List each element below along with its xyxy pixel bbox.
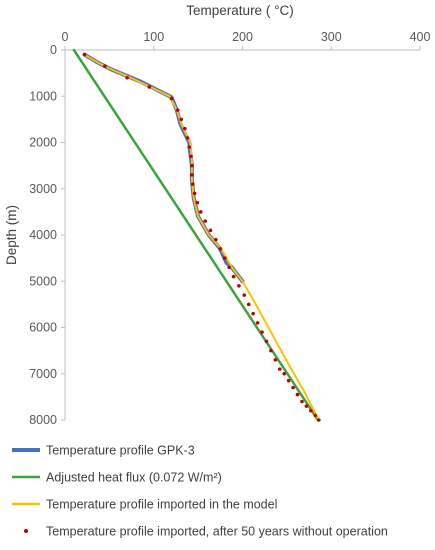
series-point-4: [82, 52, 87, 57]
x-tick-label: 200: [232, 30, 253, 44]
series-line-2: [72, 48, 320, 422]
y-tick-label: 8000: [29, 413, 57, 427]
series-point-4: [242, 293, 247, 297]
series-point-4: [300, 399, 304, 404]
legend-label: Temperature profile GPK-3: [46, 444, 195, 458]
series-point-4: [282, 371, 287, 376]
series-point-4: [208, 228, 213, 233]
series-point-4: [246, 302, 251, 307]
series-point-4: [195, 200, 200, 205]
series-point-4: [295, 392, 300, 397]
y-tick-label: 0: [50, 43, 57, 57]
plot-area: 0 100 200 300 400010002000300040005000600070…: [29, 30, 430, 427]
series-point-4: [125, 75, 129, 80]
y-tick-label: 6000: [29, 321, 57, 335]
series-point-4: [192, 191, 197, 196]
series-point-4: [273, 358, 278, 362]
series-point-4: [169, 96, 174, 101]
series-point-4: [187, 145, 192, 149]
series-point-4: [286, 378, 291, 383]
series-point-4: [269, 348, 273, 353]
series-point-4: [255, 321, 260, 325]
series-point-4: [227, 265, 231, 270]
series-point-4: [103, 64, 107, 68]
y-tick-label: 4000: [29, 228, 57, 242]
series-point-4: [185, 136, 190, 140]
legend: Temperature profile GPK-3 Adjusted heat f…: [12, 444, 388, 539]
legend-label: Temperature profile imported in the mode…: [46, 498, 277, 512]
series-point-4: [237, 284, 241, 288]
series-point-4: [190, 173, 194, 177]
series-point-4: [203, 219, 208, 223]
x-tick-label: 0: [62, 30, 69, 44]
series-point-4: [190, 163, 194, 168]
series-point-4: [191, 182, 195, 186]
y-tick-label: 1000: [29, 89, 57, 103]
x-tick-label: 300: [321, 30, 342, 44]
legend-label: Temperature profile imported, after 50 y…: [46, 525, 388, 539]
series-point-4: [198, 210, 203, 214]
series-point-4: [291, 385, 295, 390]
legend-label: Adjusted heat flux (0.072 W/m²): [46, 471, 222, 485]
y-tick-label: 3000: [29, 182, 57, 196]
x-axis-title: Temperature ( °C): [186, 3, 293, 18]
series-point-4: [304, 404, 309, 408]
series-point-4: [264, 339, 269, 344]
series-point-4: [147, 85, 152, 89]
legend-marker: [24, 529, 28, 533]
series-point-4: [309, 408, 313, 413]
y-tick-label: 7000: [29, 367, 57, 381]
series-point-4: [231, 274, 236, 279]
series-point-4: [251, 311, 255, 316]
series-point-4: [313, 413, 318, 418]
y-tick-label: 2000: [29, 136, 57, 150]
series-point-4: [214, 237, 218, 242]
series-point-4: [183, 126, 187, 131]
series-point-4: [277, 367, 282, 371]
y-axis-title: Depth (m): [4, 205, 19, 265]
series-point-4: [179, 117, 184, 122]
x-tick-label: 400: [410, 30, 431, 44]
series-point-4: [175, 108, 180, 112]
series-point-4: [218, 247, 223, 251]
series-point-4: [222, 256, 227, 260]
series-point-4: [260, 330, 264, 334]
x-tick-label: 100: [143, 30, 164, 44]
series-point-4: [189, 154, 193, 159]
y-tick-label: 5000: [29, 274, 57, 288]
series-line-3: [83, 53, 320, 421]
series-point-4: [317, 418, 321, 422]
